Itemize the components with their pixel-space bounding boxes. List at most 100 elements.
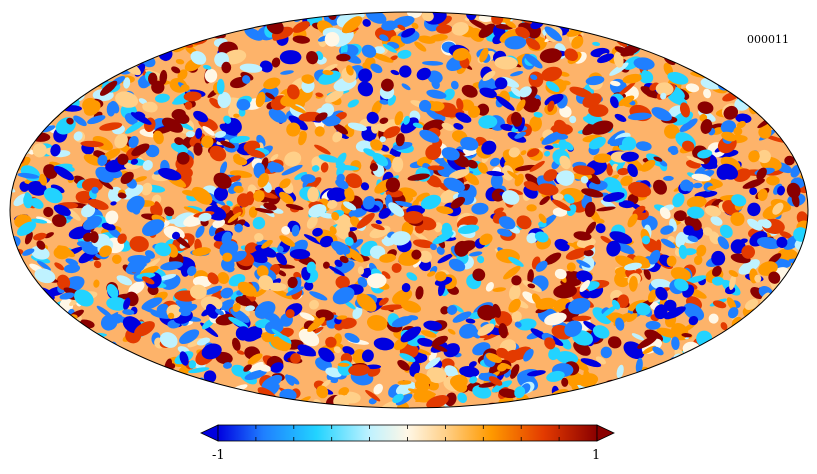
map-field-blob (356, 212, 375, 229)
map-field-blob (325, 367, 342, 378)
map-field-blob (627, 213, 638, 228)
map-field-blob (112, 254, 122, 264)
map-field-blob (312, 12, 319, 17)
map-field-blob (179, 381, 202, 388)
map-field-blob (717, 236, 730, 250)
map-field-blob (39, 108, 56, 120)
map-field-blob (798, 364, 808, 378)
map-field-blob (280, 70, 294, 75)
map-field-blob (293, 12, 300, 16)
map-field-blob (445, 392, 457, 407)
map-field-blob (365, 390, 381, 402)
colorbar-ticks (217, 425, 598, 441)
map-field-blob (735, 113, 752, 124)
map-field-blob (447, 305, 458, 315)
map-field-blob (758, 384, 771, 398)
map-field-blob (454, 240, 470, 257)
map-field-blob (616, 81, 636, 98)
map-field-blob (342, 346, 355, 355)
map-field-blob (148, 381, 160, 391)
map-field-blob (121, 388, 131, 400)
map-field-blob (670, 267, 691, 282)
map-field-blob (659, 207, 671, 220)
map-field-blob (511, 275, 522, 286)
map-field-blob (481, 140, 497, 155)
map-field-blob (183, 206, 202, 215)
map-field-blob (795, 380, 806, 388)
map-field-blob (17, 388, 34, 401)
map-field-blob (298, 328, 320, 347)
map-field-blob (762, 52, 780, 67)
map-field-blob (362, 195, 376, 210)
map-field-blob (220, 287, 234, 299)
map-field-blob (62, 378, 71, 385)
map-field-blob (127, 259, 146, 273)
map-field-blob (635, 268, 643, 274)
map-field-blob (57, 33, 67, 48)
map-field-blob (88, 372, 110, 383)
map-field-blob (401, 83, 411, 91)
map-field-blob (174, 35, 187, 45)
map-field-blob (87, 23, 106, 33)
map-field-blob (606, 163, 613, 176)
map-field-blob (167, 218, 186, 224)
map-field-blob (253, 288, 267, 298)
map-field-blob (519, 86, 532, 98)
map-field-blob (731, 336, 739, 348)
map-field-blob (735, 383, 746, 394)
map-field-blob (781, 286, 795, 297)
map-field-blob (544, 312, 567, 326)
map-field-blob (789, 82, 799, 96)
map-field-blob (645, 37, 656, 47)
map-field-blob (747, 345, 760, 358)
map-field-blob (762, 334, 777, 349)
map-field-blob (413, 239, 434, 249)
map-field-blob (201, 343, 222, 360)
map-field-blob (637, 335, 658, 349)
map-field-blob (192, 247, 211, 257)
map-field-blob (148, 392, 166, 408)
map-field-blob (594, 218, 605, 224)
map-field-blob (61, 56, 72, 67)
map-field-blob (239, 63, 263, 73)
map-field-blob (244, 27, 264, 41)
map-field-blob (740, 64, 759, 76)
map-field-blob (645, 379, 658, 392)
map-field-blob (571, 35, 584, 49)
map-field-blob (716, 43, 734, 59)
map-field-blob (390, 231, 411, 246)
map-field-blob (371, 52, 394, 63)
map-field-blob (564, 320, 583, 337)
map-field-blob (226, 200, 233, 207)
map-field-blob (227, 211, 242, 223)
map-field-blob (664, 124, 680, 139)
map-field-blob (244, 242, 257, 254)
map-field-blob (128, 281, 145, 295)
map-field-blob (759, 371, 772, 384)
map-field-blob (159, 371, 170, 382)
map-field-blob (229, 135, 250, 144)
map-field-blob (620, 151, 639, 162)
map-field-blob (615, 317, 625, 331)
map-field-blob (510, 87, 522, 97)
map-field-blob (466, 159, 478, 169)
map-field-blob (142, 219, 165, 237)
map-field-blob (57, 54, 71, 71)
map-field-blob (747, 202, 761, 217)
map-field-blob (58, 358, 66, 366)
map-field-blob (370, 63, 383, 74)
map-field-blob (74, 49, 87, 61)
map-field-blob (721, 29, 735, 41)
map-field-blob (243, 364, 252, 372)
map-field-blob (541, 131, 563, 145)
map-field-blob (292, 35, 310, 44)
map-field-blob (57, 394, 69, 408)
map-field-blob (546, 81, 560, 93)
map-field-blob (12, 100, 32, 114)
map-field-blob (748, 354, 765, 369)
map-field-blob (585, 221, 597, 235)
map-field-blob (271, 328, 291, 344)
map-field-blob (721, 35, 730, 44)
map-field-blob (215, 313, 237, 326)
map-field-blob (28, 74, 40, 87)
